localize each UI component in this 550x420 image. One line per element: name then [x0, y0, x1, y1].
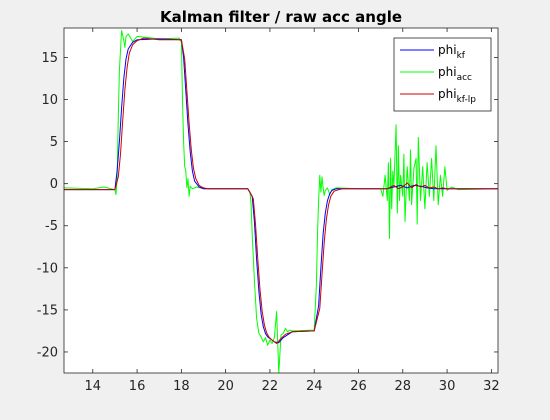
x-tick-label: 32	[483, 379, 500, 394]
x-tick-label: 26	[350, 379, 367, 394]
x-tick-label: 16	[129, 379, 146, 394]
x-tick-label: 24	[306, 379, 323, 394]
y-tick-label: -10	[37, 261, 58, 276]
y-tick-label: -15	[37, 303, 58, 318]
x-tick-label: 30	[439, 379, 456, 394]
legend-label-subscript: kf	[457, 51, 466, 61]
legend-label-subscript: kf-lp	[457, 95, 477, 105]
x-tick-label: 18	[173, 379, 190, 394]
x-tick-label: 22	[262, 379, 279, 394]
x-tick-label: 14	[85, 379, 102, 394]
y-tick-label: 0	[50, 177, 58, 192]
series-layer	[63, 30, 499, 374]
ticks-layer: 14 16 18 20 22 24 26 28 30 32 15 10 5 0 -5 -10 -15 -20	[37, 28, 500, 394]
legend-label-subscript: acc	[457, 73, 472, 83]
series-line-acc	[63, 30, 499, 374]
axes-box	[63, 27, 499, 374]
x-tick-label: 20	[217, 379, 234, 394]
y-tick-label: 10	[41, 93, 58, 108]
y-tick-label: 15	[41, 51, 58, 66]
y-tick-label: -5	[45, 219, 58, 234]
series-line-kflp	[64, 37, 498, 344]
y-tick-label: 5	[50, 135, 58, 150]
chart-title: Kalman filter / raw acc angle	[160, 8, 402, 26]
x-tick-label: 28	[395, 379, 412, 394]
y-tick-label: -20	[37, 345, 58, 360]
series-line-kf	[64, 38, 498, 344]
